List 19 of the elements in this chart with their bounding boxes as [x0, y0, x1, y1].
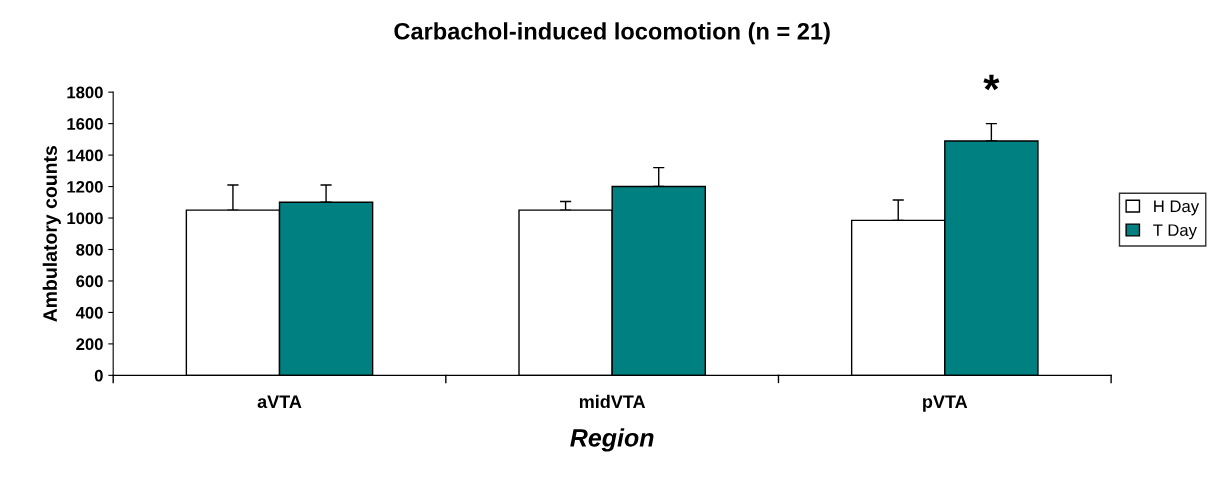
y-tick-label: 1600 [67, 118, 103, 130]
y-tick-label: 400 [75, 306, 103, 319]
legend-label: T Day [1153, 224, 1197, 240]
y-tick-label: 1000 [67, 212, 103, 225]
y-axis-title: Ambulatory counts [42, 145, 61, 322]
x-tick-label: pVTA [923, 395, 968, 412]
text: * [983, 74, 1000, 91]
x-tick-label: aVTA [257, 395, 302, 409]
y-tick-label: 1800 [67, 86, 103, 99]
y-tick-label: 0 [94, 369, 103, 382]
legend-label: H Day [1154, 200, 1200, 216]
chart-title: Carbachol-induced locomotion (n = 21) [394, 22, 830, 45]
y-tick-label: 600 [76, 275, 103, 288]
y-tick-label: 1200 [67, 180, 103, 193]
y-tick-label: 1400 [67, 149, 103, 162]
x-tick-label: midVTA [579, 394, 646, 409]
x-axis-title: Region [570, 428, 654, 452]
y-tick-label: 800 [76, 243, 103, 256]
y-tick-label: 200 [76, 338, 103, 351]
